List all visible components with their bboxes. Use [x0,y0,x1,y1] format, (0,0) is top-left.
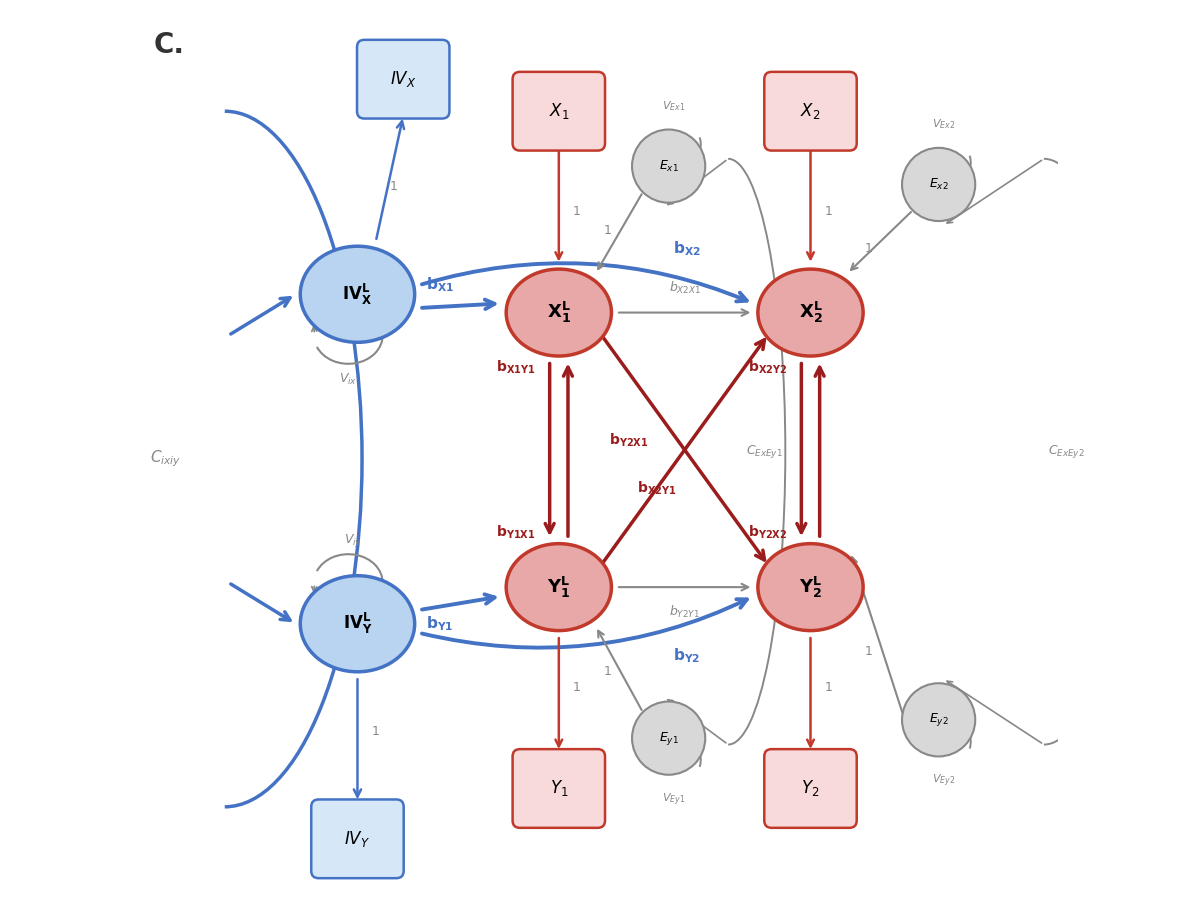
Text: $b_{X2X1}$: $b_{X2X1}$ [668,280,701,297]
Text: $E_{y2}$: $E_{y2}$ [929,711,948,728]
Text: $\mathbf{b_{X2Y2}}$: $\mathbf{b_{X2Y2}}$ [749,359,787,376]
Text: $\mathbf{Y_2^L}$: $\mathbf{Y_2^L}$ [799,575,822,599]
Text: $V_{Ex2}$: $V_{Ex2}$ [931,118,955,131]
Text: $V_{ix}$: $V_{ix}$ [340,372,358,387]
Text: 1: 1 [572,206,581,218]
Text: $\mathbf{b_{X2}}$: $\mathbf{b_{X2}}$ [673,239,701,258]
Text: $IV_Y$: $IV_Y$ [344,829,371,849]
Text: 1: 1 [824,681,832,694]
Text: $E_{x2}$: $E_{x2}$ [929,177,948,192]
Text: $V_{Ex1}$: $V_{Ex1}$ [661,99,685,113]
Text: $b_{Y2Y1}$: $b_{Y2Y1}$ [670,604,700,620]
Ellipse shape [758,543,863,631]
Text: 1: 1 [604,224,611,237]
Text: $X_1$: $X_1$ [548,101,569,121]
Circle shape [902,148,976,221]
Text: $\mathbf{IV_X^L}$: $\mathbf{IV_X^L}$ [342,282,372,307]
Ellipse shape [758,269,863,356]
Text: $V_{Ey1}$: $V_{Ey1}$ [661,791,685,808]
Text: $C_{ixiy}$: $C_{ixiy}$ [150,449,181,469]
FancyBboxPatch shape [512,72,605,151]
Circle shape [632,701,706,775]
Text: $X_2$: $X_2$ [800,101,821,121]
Text: 1: 1 [864,644,872,657]
FancyBboxPatch shape [311,800,403,879]
Text: $\mathbf{Y_1^L}$: $\mathbf{Y_1^L}$ [547,575,570,599]
Text: $\mathbf{IV_Y^L}$: $\mathbf{IV_Y^L}$ [343,611,372,636]
Text: $\mathbf{X_2^L}$: $\mathbf{X_2^L}$ [798,300,822,325]
Text: $\mathbf{b_{X1Y1}}$: $\mathbf{b_{X1Y1}}$ [497,359,536,376]
FancyBboxPatch shape [512,749,605,828]
Circle shape [632,129,706,203]
Text: $\mathbf{b_{X2Y1}}$: $\mathbf{b_{X2Y1}}$ [637,479,676,497]
Text: $\mathbf{b_{Y1X1}}$: $\mathbf{b_{Y1X1}}$ [497,523,536,541]
Text: $C_{ExEy1}$: $C_{ExEy1}$ [746,443,784,460]
Text: 1: 1 [390,180,397,193]
Ellipse shape [300,576,415,672]
Text: 1: 1 [864,242,872,255]
Text: 1: 1 [572,681,581,694]
Text: $\mathbf{b_{Y1}}$: $\mathbf{b_{Y1}}$ [426,614,454,633]
Text: $\mathbf{b_{X1}}$: $\mathbf{b_{X1}}$ [426,275,454,295]
Text: $V_{Ey2}$: $V_{Ey2}$ [931,773,955,789]
Ellipse shape [506,543,612,631]
Ellipse shape [506,269,612,356]
Text: $E_{y1}$: $E_{y1}$ [659,730,678,746]
Text: $\mathbf{b_{Y2X2}}$: $\mathbf{b_{Y2X2}}$ [749,523,787,541]
Text: $E_{x1}$: $E_{x1}$ [659,159,678,174]
Text: $C_{ExEy2}$: $C_{ExEy2}$ [1049,443,1085,460]
Text: 1: 1 [371,725,379,738]
Text: $Y_1$: $Y_1$ [550,778,568,799]
Text: $\mathbf{b_{Y2X1}}$: $\mathbf{b_{Y2X1}}$ [610,431,649,449]
Text: $\mathbf{b_{Y2}}$: $\mathbf{b_{Y2}}$ [673,646,701,666]
Ellipse shape [300,246,415,342]
Text: C.: C. [154,30,185,59]
Text: $\mathbf{X_1^L}$: $\mathbf{X_1^L}$ [547,300,571,325]
Text: $V_{iy}$: $V_{iy}$ [343,532,362,549]
FancyBboxPatch shape [358,39,450,118]
Text: $Y_2$: $Y_2$ [802,778,820,799]
Text: $IV_X$: $IV_X$ [390,69,416,89]
Text: 1: 1 [824,206,832,218]
FancyBboxPatch shape [764,72,857,151]
Text: 1: 1 [604,665,611,677]
FancyBboxPatch shape [764,749,857,828]
Circle shape [902,683,976,756]
